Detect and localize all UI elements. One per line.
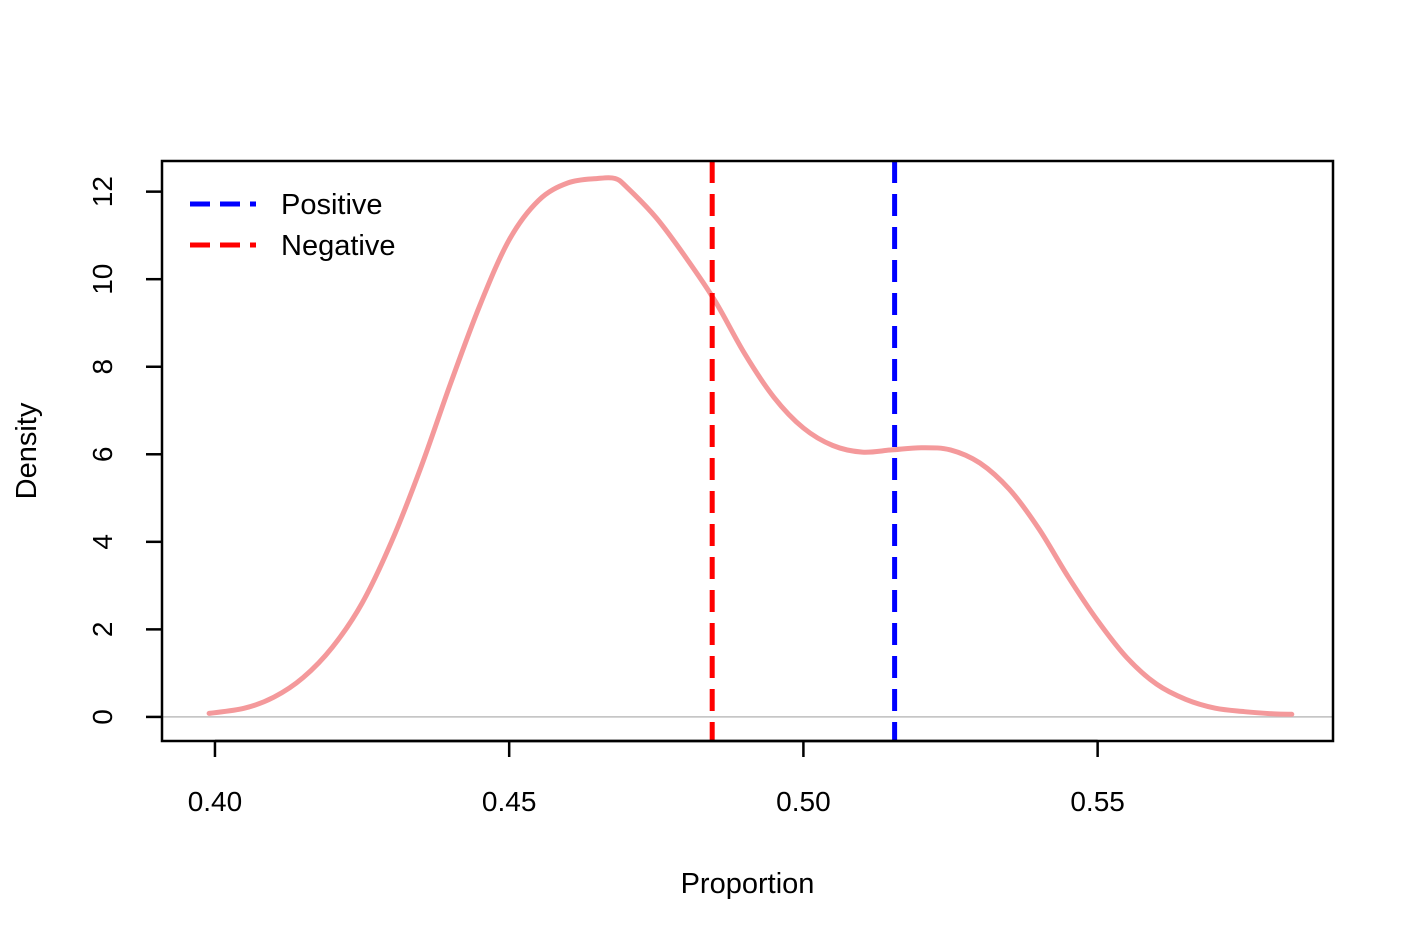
- plot-area: [162, 161, 1333, 741]
- y-tick-label: 2: [87, 622, 118, 638]
- y-tick-label: 4: [87, 534, 118, 550]
- y-axis-label: Density: [11, 402, 43, 499]
- y-tick-label: 10: [87, 264, 118, 295]
- legend: Positive Negative: [190, 189, 395, 262]
- y-tick-label: 6: [87, 446, 118, 462]
- x-tick-label: 0.50: [776, 786, 831, 817]
- x-axis-label: Proportion: [681, 868, 815, 900]
- x-tick-label: 0.55: [1070, 786, 1125, 817]
- y-tick-label: 12: [87, 176, 118, 207]
- density-curve-0: [206, 175, 1295, 717]
- y-tick-label: 0: [87, 709, 118, 725]
- x-tick-label: 0.40: [188, 786, 243, 817]
- legend-label-negative: Negative: [281, 230, 395, 262]
- axes: 0.40 0.45 0.50 0.55 0 2 4 6 8 10 12: [87, 176, 1125, 817]
- x-tick-label: 0.45: [482, 786, 537, 817]
- legend-label-positive: Positive: [281, 189, 383, 221]
- y-tick-label: 8: [87, 359, 118, 375]
